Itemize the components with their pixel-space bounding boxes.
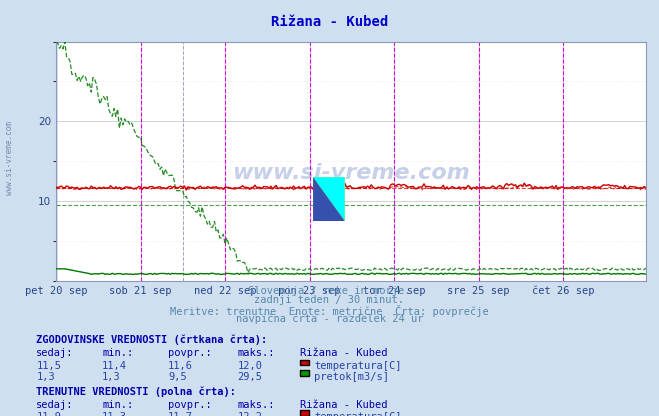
Text: 9,5: 9,5 — [168, 372, 186, 382]
Text: Rižana - Kubed: Rižana - Kubed — [300, 400, 387, 410]
Text: Rižana - Kubed: Rižana - Kubed — [271, 15, 388, 29]
Text: maks.:: maks.: — [237, 400, 275, 410]
Polygon shape — [313, 177, 345, 221]
Text: povpr.:: povpr.: — [168, 348, 212, 358]
Text: min.:: min.: — [102, 348, 133, 358]
Text: 11,4: 11,4 — [102, 361, 127, 371]
Text: maks.:: maks.: — [237, 348, 275, 358]
Text: 11,6: 11,6 — [168, 361, 193, 371]
Text: 12,2: 12,2 — [237, 412, 262, 416]
Text: min.:: min.: — [102, 400, 133, 410]
Text: 12,0: 12,0 — [237, 361, 262, 371]
Text: 1,3: 1,3 — [102, 372, 121, 382]
Text: Meritve: trenutne  Enote: metrične  Črta: povprečje: Meritve: trenutne Enote: metrične Črta: … — [170, 305, 489, 317]
Text: temperatura[C]: temperatura[C] — [314, 412, 402, 416]
Text: ZGODOVINSKE VREDNOSTI (črtkana črta):: ZGODOVINSKE VREDNOSTI (črtkana črta): — [36, 335, 268, 345]
Text: 11,3: 11,3 — [102, 412, 127, 416]
Text: Slovenija / reke in morje.: Slovenija / reke in morje. — [248, 286, 411, 296]
Text: TRENUTNE VREDNOSTI (polna črta):: TRENUTNE VREDNOSTI (polna črta): — [36, 386, 236, 397]
Text: sedaj:: sedaj: — [36, 348, 74, 358]
Text: www.si-vreme.com: www.si-vreme.com — [232, 163, 470, 183]
Text: 11,5: 11,5 — [36, 361, 61, 371]
Text: sedaj:: sedaj: — [36, 400, 74, 410]
Text: 11,7: 11,7 — [168, 412, 193, 416]
Text: zadnji teden / 30 minut.: zadnji teden / 30 minut. — [254, 295, 405, 305]
Text: 11,9: 11,9 — [36, 412, 61, 416]
Text: povpr.:: povpr.: — [168, 400, 212, 410]
Text: navpična črta - razdelek 24 ur: navpična črta - razdelek 24 ur — [236, 314, 423, 324]
Text: Rižana - Kubed: Rižana - Kubed — [300, 348, 387, 358]
Bar — [313, 177, 345, 221]
Text: 29,5: 29,5 — [237, 372, 262, 382]
Text: temperatura[C]: temperatura[C] — [314, 361, 402, 371]
Text: pretok[m3/s]: pretok[m3/s] — [314, 372, 389, 382]
Text: 1,3: 1,3 — [36, 372, 55, 382]
Text: www.si-vreme.com: www.si-vreme.com — [5, 121, 14, 195]
Polygon shape — [313, 177, 345, 221]
